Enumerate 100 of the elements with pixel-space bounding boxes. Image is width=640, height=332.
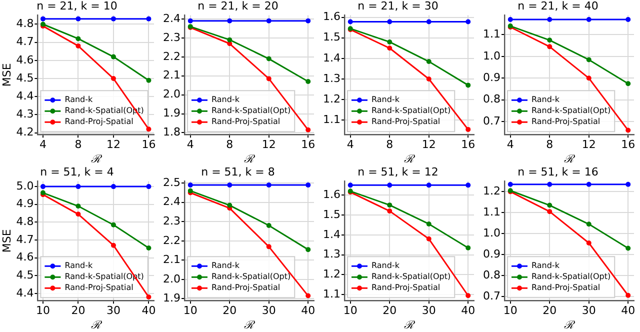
x-tick-label: 30 [582,304,596,318]
legend-label: Rand-k-Spatial(Opt) [371,272,451,282]
point [40,184,46,190]
point [266,76,272,82]
point [110,76,116,82]
x-tick-label: 4 [346,138,354,152]
point [227,37,232,42]
y-tick-label: 1.0 [482,226,500,240]
point [110,242,116,248]
y-tick-label: 1.2 [322,268,340,281]
point [586,57,592,62]
point [387,208,392,214]
point [547,209,552,214]
point [227,182,232,188]
x-tick-label: 20 [71,304,86,318]
chart-title: n = 21, k = 40 [518,0,598,12]
y-tick-label: 1.2 [322,92,340,106]
x-axis-title: ℛ [404,318,416,332]
y-tick-label: 1.8 [162,126,180,139]
legend-label: Rand-k-Spatial(Opt) [531,106,611,116]
point [146,246,152,251]
point [387,39,392,44]
legend-label: Rand-k [531,261,560,270]
chart-title: n = 51, k = 12 [358,165,438,178]
point [266,182,272,188]
x-tick-label: 16 [621,138,636,152]
point [547,202,552,208]
x-tick-label: 40 [142,304,156,318]
y-tick-label: 4.4 [16,89,34,102]
y-tick-label: 2.0 [162,272,180,286]
point [547,17,552,22]
chart-title: n = 21, k = 30 [358,0,438,12]
point [387,182,392,188]
y-tick-label: 1.3 [322,72,340,85]
x-tick-label: 8 [226,138,234,152]
point [508,17,513,22]
y-tick-label: 2.1 [162,253,180,266]
legend-label: Rand-Proj-Spatial [64,283,134,292]
point [586,182,592,187]
y-tick-label: 0.8 [482,268,500,282]
x-axis-title: ℛ [564,152,576,166]
chart-title: n = 21, k = 20 [198,0,278,12]
x-tick-label: 40 [461,304,476,318]
legend-label: Rand-k [64,261,94,270]
point [626,17,631,22]
x-tick-label: 10 [183,304,198,318]
legend-label: Rand-Proj-Spatial [531,117,600,126]
x-tick-label: 8 [546,138,554,152]
point [76,212,81,217]
x-axis-title: ℛ [404,152,416,166]
x-tick-label: 12 [106,138,120,152]
y-axis-title: MSE [0,229,14,253]
x-tick-label: 20 [222,304,237,318]
chart-title: n = 21, k = 10 [36,0,118,12]
y-tick-label: 4.2 [16,126,34,139]
y-axis-title: MSE [0,63,14,87]
point [266,18,272,24]
point [586,76,592,81]
point [426,221,432,226]
x-tick-label: 4 [186,138,194,152]
point [76,184,81,190]
point [306,182,311,188]
x-axis-title: ℛ [90,152,103,166]
y-tick-label: 4.8 [16,215,34,228]
y-tick-label: 1.6 [322,10,340,24]
point [76,16,81,22]
x-tick-label: 30 [106,304,120,318]
chart-title: n = 51, k = 16 [518,165,598,178]
point [40,16,46,22]
point [306,293,311,298]
x-axis-title: ℛ [564,318,576,332]
y-tick-label: 1.4 [322,228,340,241]
point [110,16,116,22]
x-tick-label: 8 [386,138,394,152]
y-tick-label: 4.5 [16,268,34,282]
point [146,16,152,22]
x-axis-title: ℛ [244,318,256,332]
y-tick-label: 2.4 [162,12,180,25]
legend-label: Rand-Proj-Spatial [371,117,440,126]
x-axis-title: ℛ [90,318,103,332]
legend-label: Rand-Proj-Spatial [211,117,280,126]
legend-label: Rand-k-Spatial(Opt) [531,272,611,282]
point [466,245,471,250]
x-tick-label: 16 [142,138,156,152]
y-tick-label: 2.1 [162,68,180,82]
point [626,292,631,298]
point [387,46,392,51]
point [146,126,152,132]
y-tick-label: 1.3 [322,248,340,261]
point [466,126,471,132]
y-tick-label: 1.6 [322,188,340,201]
x-axis-title: ℛ [244,152,256,166]
y-tick-label: 2.4 [162,195,180,208]
point [306,79,311,84]
point [306,247,311,252]
x-tick-label: 12 [262,138,276,152]
point [387,202,392,208]
point [188,18,193,24]
y-tick-label: 1.9 [162,292,180,305]
x-tick-label: 20 [542,304,557,318]
